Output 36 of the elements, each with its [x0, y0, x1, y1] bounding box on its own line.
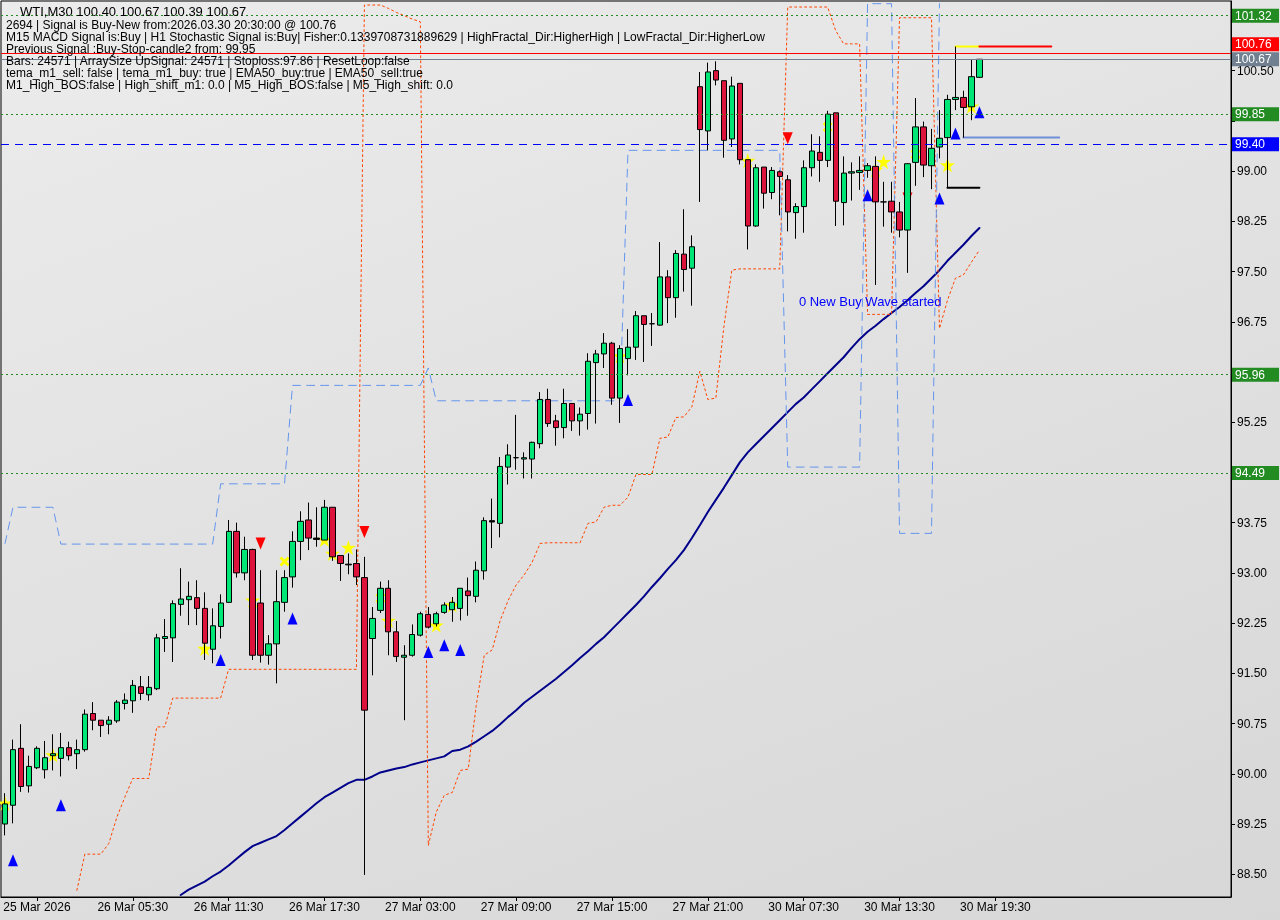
x-tick-label: 27 Mar 03:00 [384, 900, 456, 914]
chart-title: WTI,M30 100.40 100.67 100.39 100.67 [20, 4, 247, 19]
y-tick-label: 93.75 [1237, 515, 1268, 530]
x-tick-label: 26 Mar 05:30 [97, 900, 169, 914]
annotation: Bars: 24571 | ArraySize UpSignal: 24571 | Stoploss:97.86 | ResetLoop:false [6, 54, 410, 68]
y-tick-label: 98.25 [1237, 214, 1268, 229]
ref-line-label: 95.96 [1235, 367, 1266, 382]
y-tick-label: 99.00 [1237, 164, 1268, 179]
y-tick-label: 95.25 [1237, 415, 1268, 430]
x-tick-label: 26 Mar 17:30 [289, 900, 361, 914]
y-tick-label: 96.75 [1237, 314, 1268, 329]
x-tick-label: 27 Mar 09:00 [480, 900, 552, 914]
y-tick-label: 92.25 [1237, 616, 1268, 631]
y-tick-label: 91.50 [1237, 666, 1268, 681]
y-tick-label: 88.50 [1237, 867, 1268, 882]
ref-line-label: 94.49 [1235, 466, 1266, 481]
y-tick-label: 93.00 [1237, 565, 1268, 580]
annotation: tema_m1_sell: false | tema_m1_buy: true | EMA50_buy:true | EMA50_sell:true [6, 66, 424, 80]
ref-line-label: 100.76 [1235, 37, 1273, 52]
ref-line-label: 101.32 [1235, 8, 1273, 23]
x-tick-label: 30 Mar 19:30 [960, 900, 1032, 914]
annotation: Previous Signal :Buy-Stop-candle2 from: 99.95 [6, 42, 256, 56]
x-tick-label: 27 Mar 21:00 [672, 900, 744, 914]
x-tick-label: 30 Mar 13:30 [864, 900, 936, 914]
y-tick-label: 89.25 [1237, 817, 1268, 832]
y-tick-label: 90.75 [1237, 716, 1268, 731]
y-tick-label: 90.00 [1237, 766, 1268, 781]
annotation: M1_High_BOS:false | High_shift_m1: 0.0 | M5_High_BOS:false | M5_High_shift: 0.0 [6, 78, 454, 92]
x-tick-label: 27 Mar 15:00 [576, 900, 648, 914]
annotation: 2694 | Signal is Buy-New from:2026.03.30 20:30:00 @ 100.76 [6, 18, 337, 32]
x-tick-label: 25 Mar 2026 [3, 900, 71, 914]
ref-line-label: 99.40 [1235, 137, 1266, 152]
ref-line-label: 99.85 [1235, 107, 1266, 122]
x-tick-label: 26 Mar 11:30 [193, 900, 264, 914]
y-tick-label: 97.50 [1237, 264, 1268, 279]
x-tick-label: 30 Mar 07:30 [768, 900, 840, 914]
